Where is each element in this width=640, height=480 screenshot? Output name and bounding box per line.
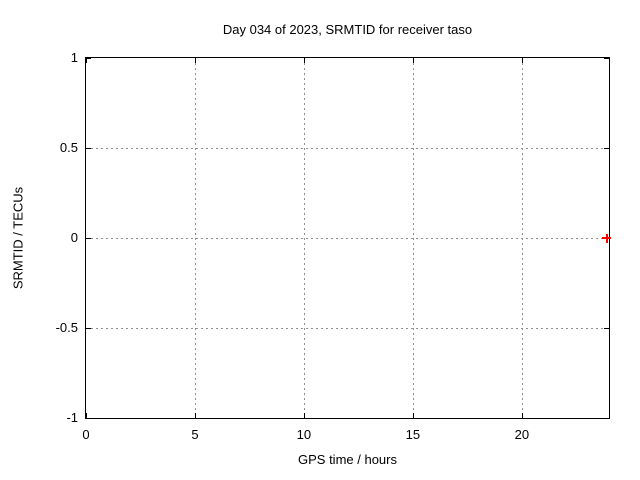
grid-line-horizontal — [86, 238, 609, 239]
x-tick-bottom — [303, 413, 305, 418]
x-tick-bottom — [412, 413, 414, 418]
y-tick-label: 0.5 — [59, 140, 78, 155]
y-tick-label: -0.5 — [55, 320, 78, 335]
x-tick-bottom — [194, 413, 196, 418]
y-tick-left — [86, 148, 91, 149]
x-tick-label: 5 — [191, 427, 199, 442]
x-axis-label: GPS time / hours — [298, 452, 397, 467]
x-tick-label: 15 — [405, 427, 421, 442]
y-tick-left — [86, 58, 91, 59]
y-tick-left — [86, 328, 91, 329]
marker-vertical-bar — [605, 233, 608, 243]
y-tick-label: 1 — [70, 50, 78, 65]
x-tick-label: 10 — [296, 427, 312, 442]
y-tick-right — [604, 418, 609, 419]
x-tick-bottom — [521, 413, 523, 418]
x-tick-label: 0 — [82, 427, 90, 442]
data-point-marker — [602, 233, 612, 243]
x-tick-top — [194, 58, 196, 63]
y-tick-label: -1 — [66, 410, 78, 425]
x-tick-top — [303, 58, 305, 63]
x-tick-label: 20 — [514, 427, 530, 442]
y-tick-left — [86, 238, 91, 239]
y-tick-right — [604, 328, 609, 329]
y-tick-right — [604, 58, 609, 59]
y-tick-right — [604, 148, 609, 149]
y-tick-left — [86, 418, 91, 419]
grid-line-horizontal — [86, 328, 609, 329]
x-tick-top — [86, 58, 87, 63]
grid-line-horizontal — [86, 148, 609, 149]
chart-title: Day 034 of 2023, SRMTID for receiver tas… — [222, 22, 473, 37]
y-tick-label: 0 — [70, 230, 78, 245]
x-tick-top — [521, 58, 523, 63]
x-tick-bottom — [86, 413, 87, 418]
x-tick-top — [412, 58, 414, 63]
